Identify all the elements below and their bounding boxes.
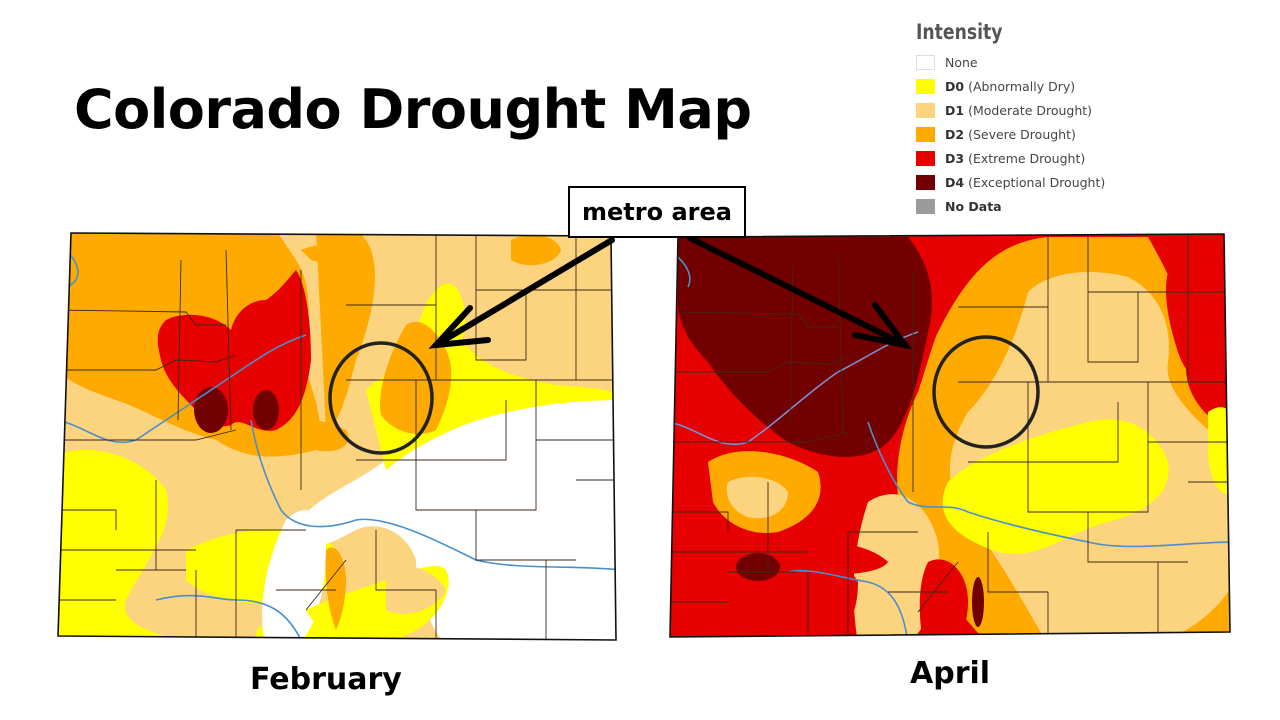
legend-item-d1: D1 (Moderate Drought)	[916, 98, 1105, 122]
legend-item-none: None	[916, 50, 1105, 74]
metro-circle-april	[932, 335, 1040, 449]
legend-code: D3	[945, 150, 965, 166]
legend-label: (Abnormally Dry)	[968, 78, 1076, 94]
legend-label: (Extreme Drought)	[968, 150, 1086, 166]
april-label: April	[910, 656, 991, 691]
legend-item-d2: D2 (Severe Drought)	[916, 122, 1105, 146]
legend: Intensity None D0 (Abnormally Dry) D1 (M…	[916, 20, 1105, 218]
legend-title: Intensity	[916, 20, 1003, 44]
february-label: February	[250, 662, 402, 697]
legend-swatch	[916, 102, 935, 118]
legend-item-d3: D3 (Extreme Drought)	[916, 146, 1105, 170]
february-map-graphic	[57, 232, 617, 641]
callout-label: metro area	[582, 198, 732, 226]
april-map-graphic	[669, 233, 1231, 638]
april-map: April	[668, 232, 1234, 691]
legend-code: D1	[945, 102, 965, 118]
legend-code: D4	[945, 174, 965, 190]
legend-item-d0: D0 (Abnormally Dry)	[916, 74, 1105, 98]
metro-circle-february	[328, 341, 434, 455]
legend-swatch	[916, 126, 935, 142]
legend-swatch	[916, 78, 935, 94]
february-map: February	[56, 230, 622, 697]
legend-item-no-data: No Data	[916, 194, 1105, 218]
legend-swatch	[916, 150, 935, 166]
legend-swatch	[916, 198, 935, 214]
legend-swatch	[916, 174, 935, 190]
metro-area-callout: metro area	[568, 186, 746, 238]
legend-label: (Severe Drought)	[968, 126, 1076, 142]
legend-label: (Moderate Drought)	[968, 102, 1093, 118]
legend-code: D0	[945, 78, 965, 94]
legend-label: None	[945, 54, 978, 70]
legend-item-d4: D4 (Exceptional Drought)	[916, 170, 1105, 194]
legend-label: No Data	[945, 198, 1002, 214]
page-title: Colorado Drought Map	[74, 78, 752, 141]
legend-label: (Exceptional Drought)	[968, 174, 1106, 190]
legend-swatch	[916, 54, 935, 70]
legend-code: D2	[945, 126, 965, 142]
